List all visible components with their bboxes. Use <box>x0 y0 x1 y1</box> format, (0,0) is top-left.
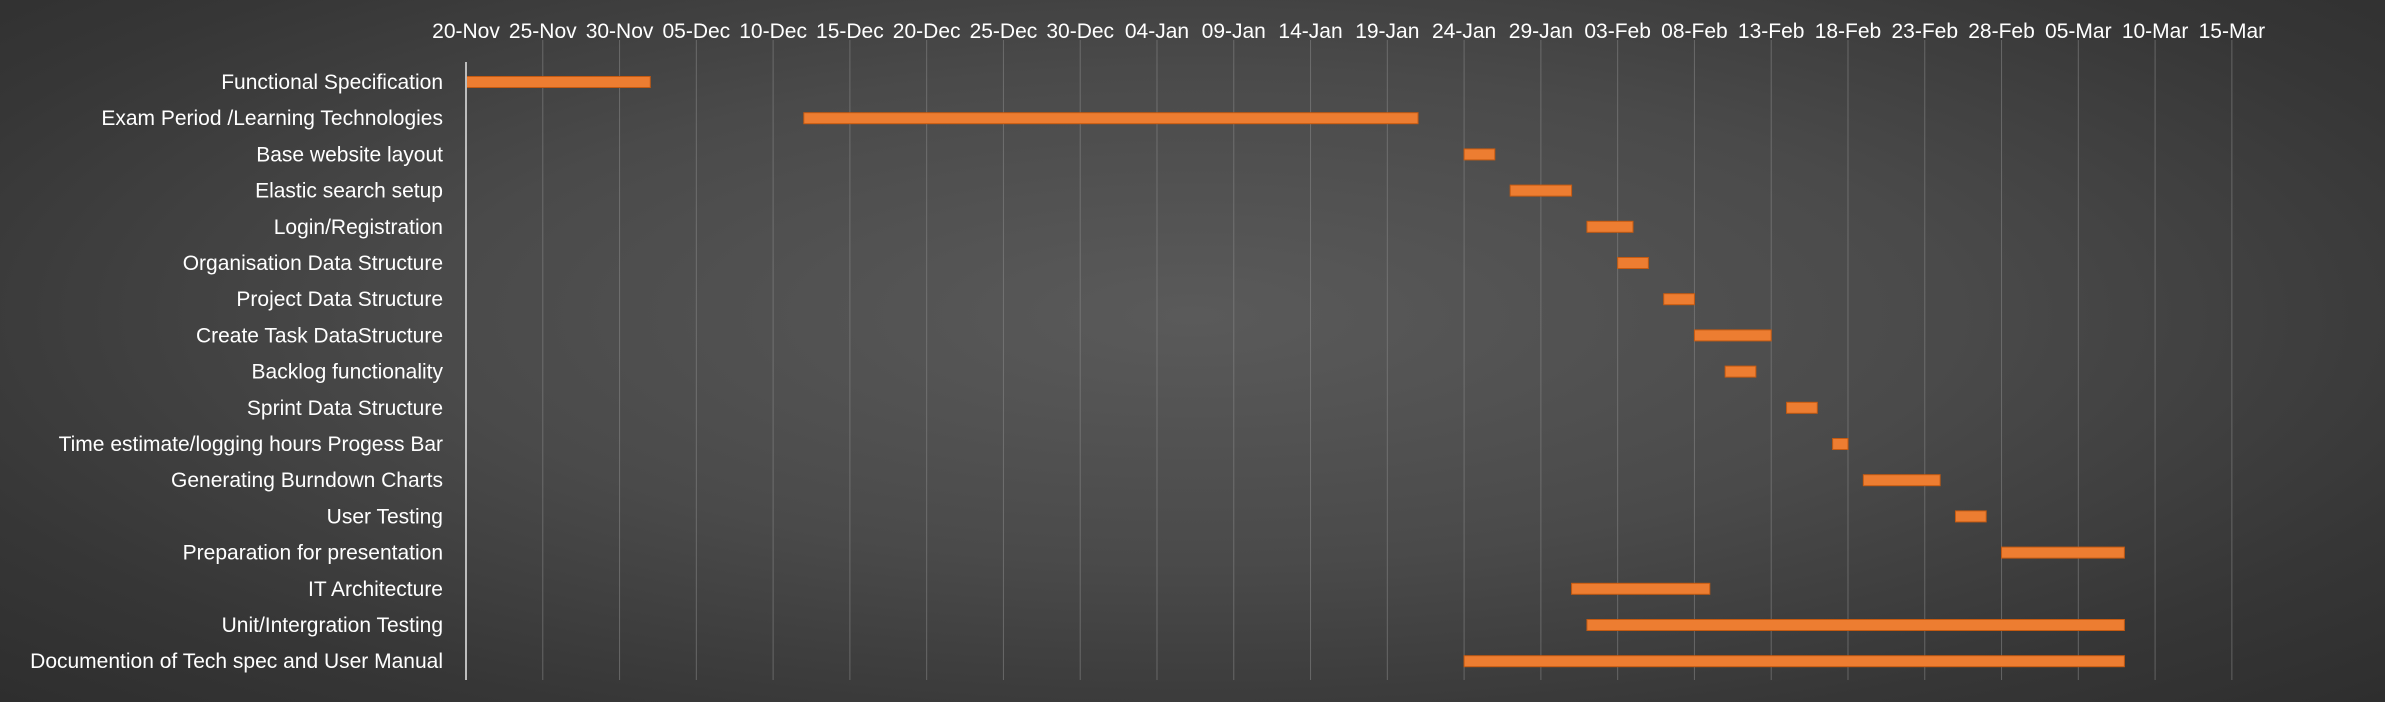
task-bars <box>465 76 2125 668</box>
task-label: Preparation for presentation <box>183 542 443 565</box>
x-tick-label: 25-Dec <box>970 20 1038 43</box>
task-label: Create Task DataStructure <box>196 324 443 347</box>
task-label: User Testing <box>327 505 443 528</box>
task-labels: Functional Specification Exam Period /Lea… <box>30 71 443 673</box>
x-tick-label: 08-Feb <box>1661 20 1728 43</box>
x-tick-label: 28-Feb <box>1968 20 2035 43</box>
x-tick-label: 25-Nov <box>509 20 577 43</box>
task-bar <box>803 112 1419 125</box>
task-bar <box>1509 184 1573 197</box>
task-bar <box>2001 546 2125 559</box>
x-tick-label: 20-Dec <box>893 20 961 43</box>
x-tick-label: 24-Jan <box>1432 20 1496 43</box>
x-tick-label: 09-Jan <box>1202 20 1266 43</box>
task-label: Time estimate/logging hours Progess Bar <box>59 433 443 456</box>
task-bar <box>1586 619 2125 631</box>
task-bar <box>1586 220 1634 233</box>
task-label: IT Architecture <box>308 578 443 601</box>
x-tick-label: 19-Jan <box>1355 20 1419 43</box>
x-tick-labels: 20-Nov 25-Nov 30-Nov 05-Dec 10-Dec 15-Dec 20-D… <box>432 20 2265 43</box>
task-label: Sprint Data Structure <box>247 397 443 420</box>
task-bar <box>1463 148 1496 161</box>
x-tick-label: 30-Dec <box>1046 20 1114 43</box>
x-tick-label: 15-Mar <box>2199 20 2266 43</box>
task-label: Documention of Tech spec and User Manual <box>30 650 443 673</box>
task-bar <box>465 76 651 88</box>
x-tick-label: 15-Dec <box>816 20 884 43</box>
task-bar <box>1786 401 1818 414</box>
grid-layer <box>542 40 2233 680</box>
task-bar <box>1571 582 1711 595</box>
x-tick-label: 05-Dec <box>662 20 730 43</box>
x-tick-label: 04-Jan <box>1125 20 1189 43</box>
task-label: Generating Burndown Charts <box>171 469 443 492</box>
task-bar <box>1954 510 1987 523</box>
x-tick-label: 05-Mar <box>2045 20 2112 43</box>
task-bar <box>1663 293 1695 306</box>
task-label: Elastic search setup <box>255 180 443 203</box>
x-tick-label: 18-Feb <box>1815 20 1882 43</box>
task-label: Organisation Data Structure <box>183 252 443 275</box>
task-bar <box>1617 257 1649 269</box>
x-tick-label: 10-Dec <box>739 20 807 43</box>
task-label: Login/Registration <box>274 216 443 239</box>
x-tick-label: 03-Feb <box>1584 20 1651 43</box>
task-label: Unit/Intergration Testing <box>222 614 443 637</box>
task-label: Functional Specification <box>221 71 443 94</box>
task-label: Exam Period /Learning Technologies <box>101 107 443 130</box>
x-tick-label: 13-Feb <box>1738 20 1805 43</box>
x-tick-label: 23-Feb <box>1891 20 1958 43</box>
task-label: Backlog functionality <box>252 361 444 384</box>
x-tick-label: 29-Jan <box>1509 20 1573 43</box>
task-bar <box>1832 438 1849 450</box>
task-bar <box>1862 474 1941 487</box>
task-bar <box>1724 365 1757 378</box>
task-label: Base website layout <box>256 143 443 166</box>
x-tick-label: 10-Mar <box>2122 20 2189 43</box>
x-tick-label: 20-Nov <box>432 20 500 43</box>
task-label: Project Data Structure <box>236 288 443 311</box>
task-bar <box>1693 329 1772 342</box>
x-tick-label: 30-Nov <box>586 20 654 43</box>
x-tick-label: 14-Jan <box>1278 20 1342 43</box>
task-bar <box>1463 655 2125 668</box>
